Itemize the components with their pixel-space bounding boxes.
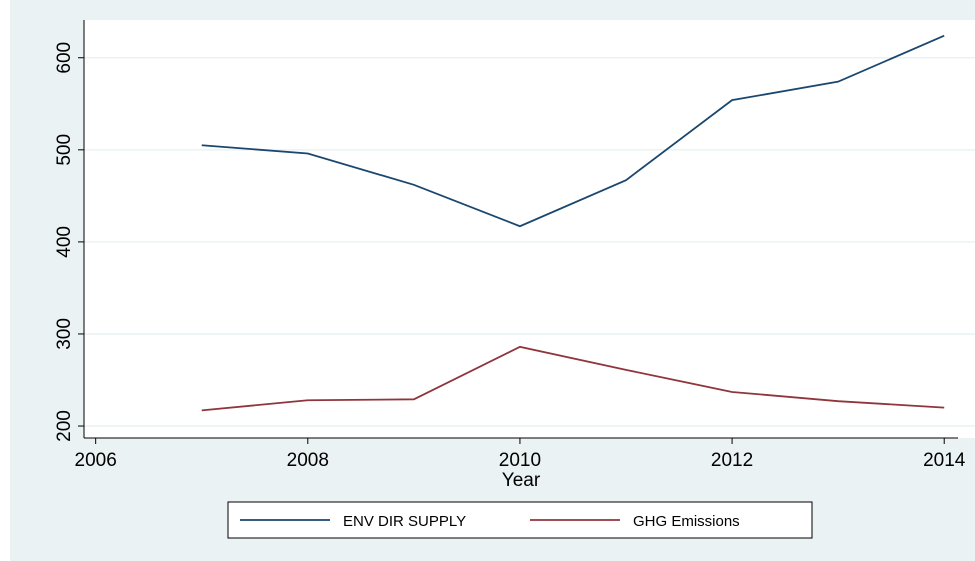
x-tick-label: 2014 [923,450,966,471]
line-series [201,34,945,228]
y-tick-label: 200 [54,410,75,442]
line-series [201,345,945,412]
x-tick-label: 2010 [499,450,541,471]
y-tick-label: 400 [54,226,75,258]
plot-area [84,20,975,438]
x-tick-label: 2006 [75,450,117,471]
x-axis-label: Year [502,470,541,491]
legend-label: ENV DIR SUPPLY [343,513,466,530]
y-tick-label: 300 [54,318,75,350]
x-tick-label: 2012 [711,450,753,471]
y-tick-label: 600 [54,42,75,74]
x-tick-label: 2008 [287,450,329,471]
y-tick-label: 500 [54,134,75,166]
legend-label: GHG Emissions [633,513,740,530]
